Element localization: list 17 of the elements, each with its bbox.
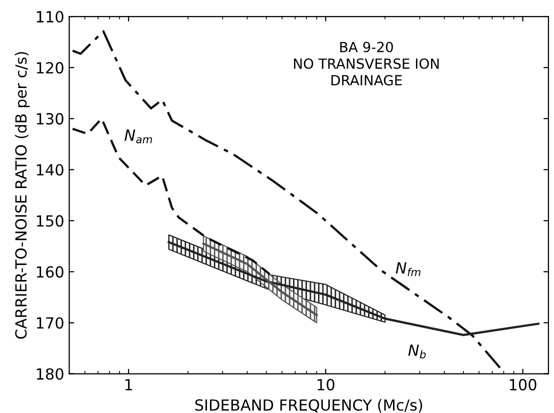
series-label: N$_{am}$ [124,130,152,144]
y-tick-label: 140 [36,164,64,176]
annotation: BA 9-20 NO TRANSVERSE ION DRAINAGE [294,42,439,86]
y-tick-label: 110 [36,10,64,23]
y-tick-label: 170 [36,317,64,329]
x-tick-label: 10 [318,378,334,390]
series-label: N$_{fm}$ [396,262,420,276]
series-label: N$_{b}$ [408,344,426,358]
x-tick-label: 1 [125,379,132,390]
y-tick-label: 130 [36,113,64,125]
x-tick-label: 100 [510,378,536,390]
x-axis-title: SIDEBAND FREQUENCY (Mc/s) [195,398,422,413]
y-tick-label: 160 [36,266,64,278]
y-axis-title: CARRIER-TO-NOISE RATIO (dB per c/s) [14,52,30,339]
y-tick-label: 120 [36,62,64,74]
y-tick-label: 180 [36,368,64,380]
y-tick-label: 150 [36,215,64,227]
